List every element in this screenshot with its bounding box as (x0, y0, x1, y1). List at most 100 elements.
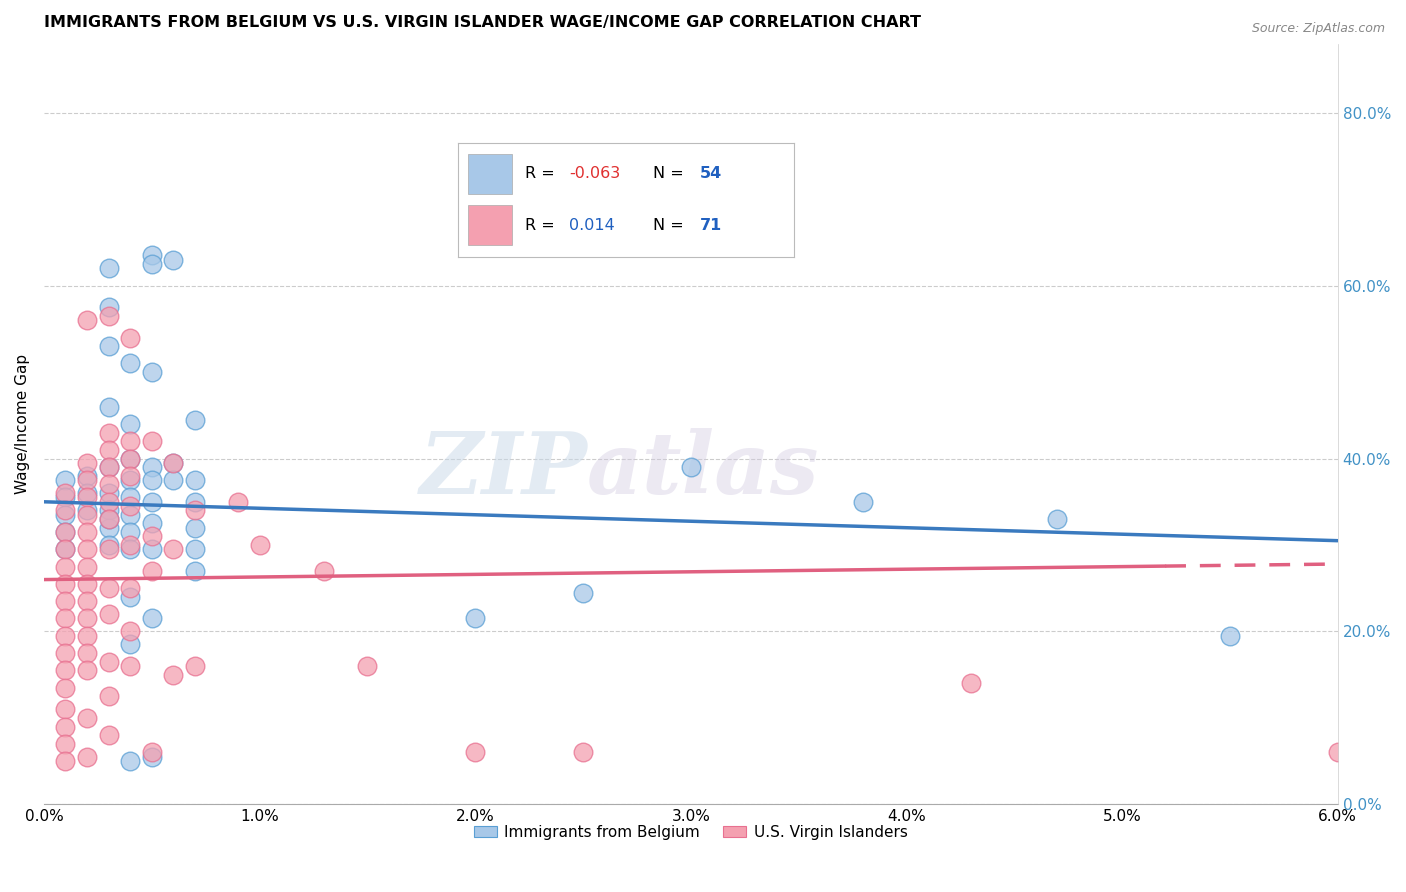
Point (141, 434, 163, 449)
Point (141, 460, 163, 475)
Point (120, 468, 142, 483)
Point (55, 646, 77, 660)
Point (76, 524, 98, 539)
Point (55, 737, 77, 751)
Point (184, 521, 207, 535)
Point (249, 538, 271, 552)
Point (76, 594, 98, 608)
Point (76, 503, 98, 517)
Point (97, 538, 120, 552)
Point (184, 473, 207, 487)
Point (1046, 512, 1069, 526)
Point (141, 495, 163, 509)
Point (97, 460, 120, 475)
Y-axis label: Wage/Income Gap: Wage/Income Gap (15, 354, 30, 494)
Point (141, 611, 163, 625)
Point (97, 425, 120, 440)
Point (97, 512, 120, 526)
Point (120, 451, 142, 466)
Point (120, 434, 142, 449)
Point (356, 659, 378, 673)
Point (314, 564, 336, 578)
Point (120, 356, 142, 370)
Point (97, 503, 120, 517)
Point (76, 313, 98, 327)
Point (141, 516, 163, 531)
Point (184, 412, 207, 426)
Point (162, 542, 184, 557)
Point (76, 491, 98, 505)
Point (97, 607, 120, 622)
Point (120, 417, 142, 431)
Point (120, 524, 142, 539)
Point (162, 667, 184, 681)
Point (55, 542, 77, 557)
Point (184, 542, 207, 557)
Point (120, 538, 142, 552)
Point (76, 456, 98, 470)
Point (120, 754, 142, 768)
Point (184, 495, 207, 509)
Point (55, 702, 77, 716)
Point (76, 486, 98, 500)
Point (141, 248, 163, 262)
Point (141, 542, 163, 557)
Point (162, 473, 184, 487)
Point (55, 594, 77, 608)
Point (97, 521, 120, 535)
Point (162, 456, 184, 470)
Point (120, 499, 142, 513)
Point (141, 564, 163, 578)
Point (76, 577, 98, 591)
Point (141, 746, 163, 760)
Point (141, 473, 163, 487)
Point (55, 508, 77, 522)
Point (55, 719, 77, 733)
Point (120, 637, 142, 651)
Point (76, 711, 98, 725)
Point (120, 581, 142, 595)
Point (97, 512, 120, 526)
Point (76, 473, 98, 487)
Point (55, 681, 77, 695)
Text: ZIP: ZIP (419, 428, 588, 511)
Point (55, 559, 77, 574)
Point (76, 611, 98, 625)
Point (55, 611, 77, 625)
Point (55, 577, 77, 591)
Text: atlas: atlas (588, 428, 820, 511)
Point (97, 309, 120, 323)
Point (76, 749, 98, 764)
Point (97, 400, 120, 414)
Point (55, 524, 77, 539)
Point (55, 486, 77, 500)
Point (55, 629, 77, 643)
Point (55, 524, 77, 539)
Point (97, 477, 120, 491)
Point (97, 261, 120, 276)
Point (76, 646, 98, 660)
Point (55, 473, 77, 487)
Point (120, 491, 142, 505)
Point (464, 746, 486, 760)
Point (184, 564, 207, 578)
Point (97, 339, 120, 353)
Point (464, 611, 486, 625)
Point (120, 508, 142, 522)
Point (76, 468, 98, 483)
Point (120, 330, 142, 344)
Point (76, 559, 98, 574)
Point (97, 542, 120, 557)
Point (120, 542, 142, 557)
Point (55, 542, 77, 557)
Point (141, 749, 163, 764)
Text: IMMIGRANTS FROM BELGIUM VS U.S. VIRGIN ISLANDER WAGE/INCOME GAP CORRELATION CHAR: IMMIGRANTS FROM BELGIUM VS U.S. VIRGIN I… (44, 15, 921, 30)
Text: Source: ZipAtlas.com: Source: ZipAtlas.com (1251, 22, 1385, 36)
Point (852, 495, 875, 509)
Point (76, 629, 98, 643)
Point (120, 624, 142, 639)
Point (97, 301, 120, 315)
Point (141, 257, 163, 271)
Point (572, 585, 595, 599)
Point (97, 495, 120, 509)
